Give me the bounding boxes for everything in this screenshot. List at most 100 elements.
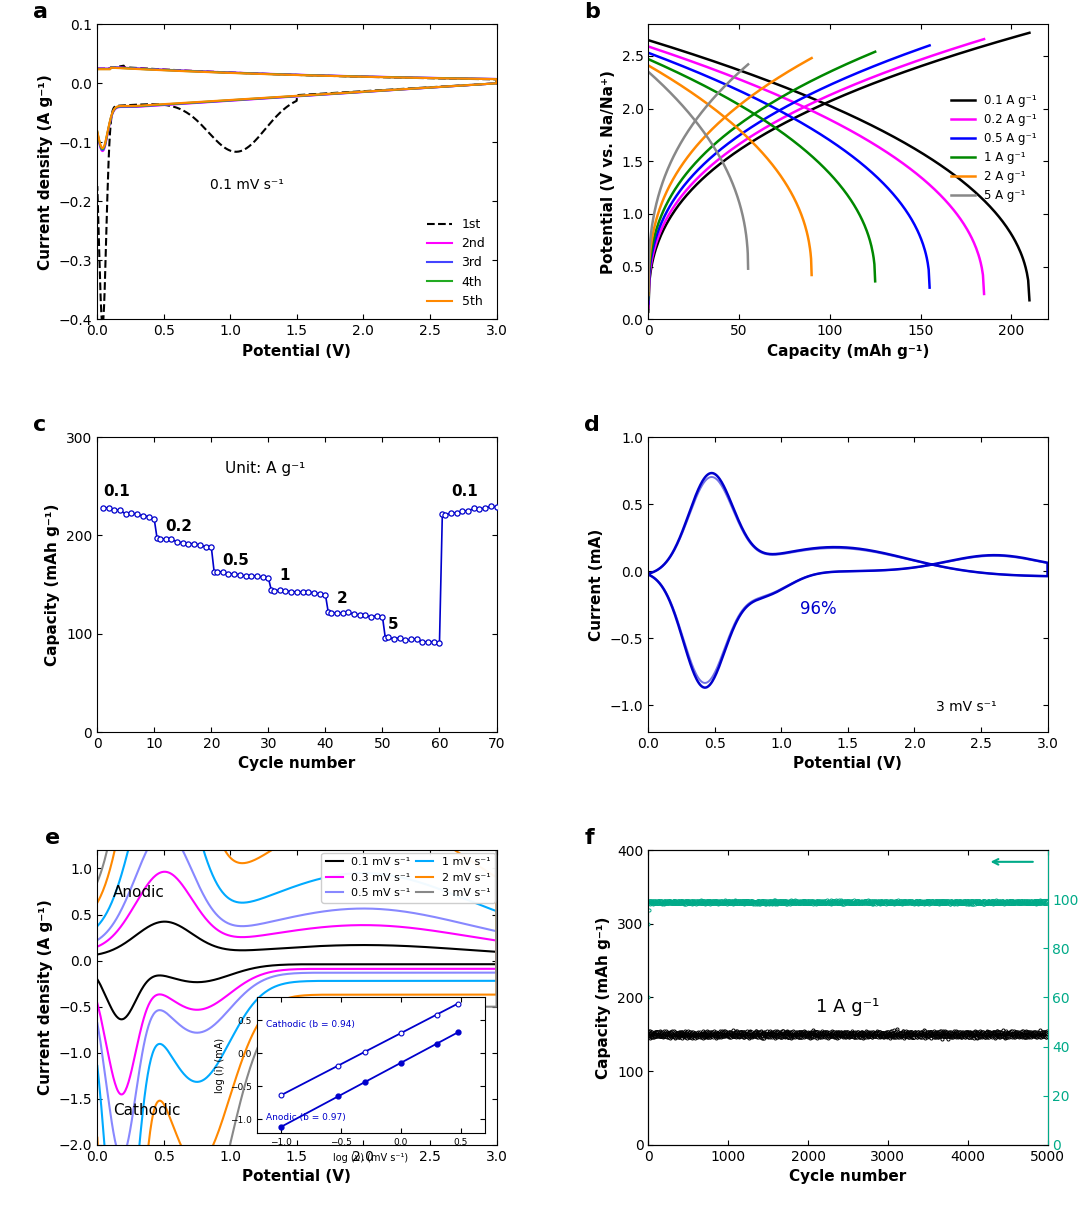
Point	[299, 582, 316, 602]
2nd	[415, 71, 428, 85]
3 mV s⁻¹	[91, 875, 104, 889]
0.1 mV s⁻¹	[266, 959, 279, 973]
0.1 mV s⁻¹	[114, 1012, 127, 1027]
2 mV s⁻¹	[444, 839, 457, 854]
3 mV s⁻¹	[266, 1015, 279, 1029]
Point	[306, 583, 323, 603]
0.5 mV s⁻¹	[415, 907, 428, 922]
Point	[403, 630, 420, 649]
X-axis label: Capacity (mAh g⁻¹): Capacity (mAh g⁻¹)	[767, 343, 929, 358]
0.1 mV s⁻¹	[415, 939, 428, 954]
Text: Anodic: Anodic	[113, 885, 165, 900]
2nd	[444, 71, 457, 85]
1st	[96, 318, 109, 333]
Point	[180, 533, 198, 553]
0.1 mV s⁻¹	[91, 972, 104, 987]
0.1 mV s⁻¹	[252, 960, 265, 974]
0.3 mV s⁻¹	[444, 926, 457, 940]
5th	[105, 61, 118, 76]
Point	[262, 580, 280, 599]
Point	[408, 630, 426, 649]
Point	[465, 498, 483, 518]
3rd	[91, 125, 104, 140]
Point	[214, 561, 231, 581]
0.3 mV s⁻¹	[91, 996, 104, 1011]
Point	[434, 504, 451, 524]
Y-axis label: Capacity (mAh g⁻¹): Capacity (mAh g⁻¹)	[45, 503, 60, 666]
Point	[442, 503, 459, 523]
3 mV s⁻¹	[158, 453, 171, 468]
Point	[259, 568, 276, 587]
1 mV s⁻¹	[173, 759, 186, 773]
Point	[288, 582, 306, 602]
Legend: 0.1 mV s⁻¹, 0.3 mV s⁻¹, 0.5 mV s⁻¹, 1 mV s⁻¹, 2 mV s⁻¹, 3 mV s⁻¹: 0.1 mV s⁻¹, 0.3 mV s⁻¹, 0.5 mV s⁻¹, 1 mV…	[322, 853, 495, 903]
Point	[219, 564, 237, 583]
Point	[111, 501, 129, 520]
3 mV s⁻¹	[252, 1039, 265, 1054]
4th	[91, 124, 104, 139]
4th	[105, 60, 118, 74]
Point	[482, 497, 499, 516]
0.5 mV s⁻¹	[91, 1016, 104, 1030]
Point	[431, 633, 448, 653]
5th	[340, 85, 353, 100]
Point	[208, 561, 226, 581]
Point	[205, 563, 222, 582]
Line: 4th: 4th	[97, 67, 497, 149]
Point	[334, 603, 351, 622]
0.3 mV s⁻¹	[252, 968, 265, 983]
Point	[379, 627, 396, 647]
Point	[320, 603, 337, 622]
Point	[168, 532, 186, 552]
0.1 mV s⁻¹	[173, 918, 186, 933]
1 mV s⁻¹	[444, 885, 457, 900]
Text: f: f	[584, 828, 594, 848]
3rd	[173, 63, 186, 78]
1st	[91, 179, 104, 194]
Text: 0.1 mV s⁻¹: 0.1 mV s⁻¹	[211, 179, 284, 192]
Text: 3 mV s⁻¹: 3 mV s⁻¹	[935, 700, 997, 715]
3 mV s⁻¹	[173, 509, 186, 524]
3rd	[444, 71, 457, 85]
Y-axis label: Current density (A g⁻¹): Current density (A g⁻¹)	[38, 74, 53, 269]
4th	[252, 91, 265, 106]
Point	[377, 628, 394, 648]
0.1 mV s⁻¹	[91, 948, 104, 962]
Point	[459, 502, 476, 521]
Line: 5th: 5th	[97, 68, 497, 147]
Point	[140, 507, 158, 526]
3rd	[252, 91, 265, 106]
1st	[314, 68, 327, 83]
Line: 1st: 1st	[97, 66, 497, 325]
4th	[444, 71, 457, 85]
0.1 mV s⁻¹	[158, 915, 171, 929]
5th	[91, 62, 104, 77]
Point	[266, 581, 283, 600]
Point	[363, 607, 380, 626]
Point	[237, 566, 254, 586]
2 mV s⁻¹	[340, 988, 353, 1002]
Point	[271, 581, 288, 600]
2nd	[105, 60, 118, 74]
Point	[471, 499, 488, 519]
0.5 mV s⁻¹	[173, 838, 186, 853]
0.3 mV s⁻¹	[158, 865, 171, 879]
Text: 0.1: 0.1	[450, 484, 477, 499]
Point	[100, 498, 118, 518]
2nd	[266, 90, 279, 105]
1st	[91, 61, 104, 76]
4th	[173, 63, 186, 78]
X-axis label: Potential (V): Potential (V)	[242, 343, 351, 358]
Line: 2nd: 2nd	[97, 67, 497, 151]
3 mV s⁻¹	[340, 1000, 353, 1015]
Point	[146, 509, 163, 529]
Point	[174, 533, 191, 553]
Point	[386, 630, 403, 649]
1st	[134, 61, 147, 76]
0.3 mV s⁻¹	[173, 875, 186, 889]
2 mV s⁻¹	[252, 1017, 265, 1032]
0.3 mV s⁻¹	[91, 939, 104, 954]
0.5 mV s⁻¹	[114, 1150, 127, 1164]
Point	[414, 632, 431, 652]
5th	[96, 140, 109, 155]
